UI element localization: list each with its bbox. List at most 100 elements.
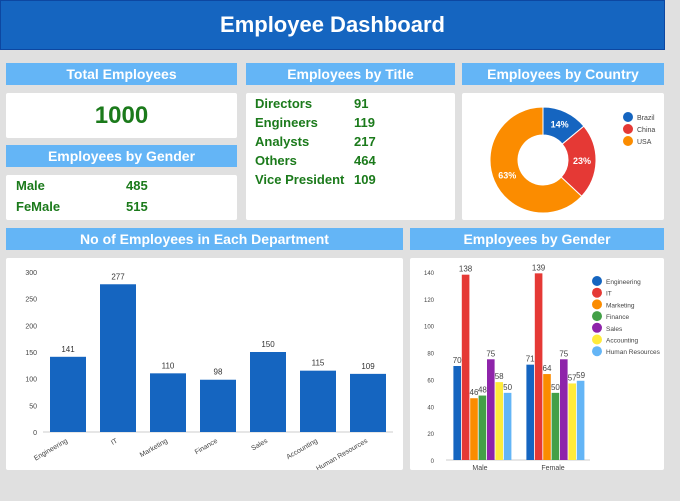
bar-human-resources	[350, 373, 386, 432]
y-tick-label: 150	[25, 350, 37, 357]
bar-female-sales	[560, 359, 568, 460]
bar-female-engineering	[526, 364, 534, 460]
title-value: 217	[354, 134, 376, 149]
title-header: Employees by Title	[246, 63, 455, 85]
title-label: Vice President	[255, 172, 345, 187]
title-label: Analysts	[255, 134, 310, 149]
y-tick-label: 40	[427, 405, 434, 411]
department-header: No of Employees in Each Department	[6, 228, 403, 250]
title-value: 119	[354, 115, 375, 130]
legend-label: Human Resources	[606, 349, 661, 356]
total-employees-value: 1000	[94, 101, 149, 129]
y-tick-label: 300	[25, 270, 37, 277]
data-label: 70	[453, 356, 462, 365]
legend-label: Finance	[606, 314, 630, 321]
bar-male-engineering	[453, 366, 461, 460]
legend-label: Brazil	[637, 115, 655, 122]
data-label: 59	[576, 371, 585, 380]
bar-female-human-resources	[576, 380, 585, 460]
gender-header: Employees by Gender	[6, 145, 237, 167]
country-header: Employees by Country	[462, 63, 664, 85]
bar-female-marketing	[543, 374, 551, 460]
slice-label: 23%	[573, 156, 591, 166]
gender-grouped-bar-chart: 0 20 40 60 80 100 120 140 70 138 46 48 75 58 50 Male 71 1…	[424, 263, 661, 472]
data-label: 46	[470, 388, 479, 397]
data-label: 75	[559, 349, 568, 358]
data-label: 64	[543, 364, 552, 373]
gender-card: Male 485 FeMale 515	[6, 175, 237, 220]
y-tick-label: 140	[424, 271, 435, 277]
legend-swatch	[592, 311, 602, 322]
gender-label: FeMale	[16, 199, 61, 214]
x-tick-label: Marketing	[139, 438, 169, 459]
legend-label: China	[637, 127, 655, 134]
title-value: 109	[354, 172, 376, 187]
data-label: 50	[551, 383, 560, 392]
x-tick-label: Female	[541, 465, 564, 470]
x-tick-label: Finance	[194, 438, 219, 457]
bar-marketing	[150, 373, 186, 432]
x-tick-label: Male	[472, 465, 487, 470]
legend-label: IT	[606, 291, 612, 298]
country-card: 14% Brazil 23% China 63% USA	[462, 93, 664, 220]
x-tick-label: Human Resources	[315, 437, 369, 470]
total-employees-header: Total Employees	[6, 63, 237, 85]
gender-value: 485	[126, 178, 148, 193]
y-tick-label: 80	[427, 352, 434, 358]
data-label: 50	[503, 383, 512, 392]
legend-swatch	[592, 276, 602, 286]
legend-swatch	[592, 334, 602, 345]
slice-label: 63%	[498, 170, 516, 180]
bar-male-human-resources	[503, 392, 512, 460]
legend-swatch	[592, 287, 602, 298]
data-label: 57	[568, 373, 577, 382]
legend-swatch	[592, 299, 602, 310]
bar-male-finance	[478, 395, 487, 460]
data-label: 98	[214, 368, 223, 377]
bar-male-marketing	[470, 398, 478, 460]
data-label: 141	[61, 345, 75, 354]
legend-swatch	[592, 322, 602, 333]
title-label: Others	[255, 153, 297, 168]
bar-female-it	[534, 273, 543, 460]
gender-chart-card: 0 20 40 60 80 100 120 140 70 138 46 48 75 58 50 Male 71 1…	[410, 258, 664, 472]
gender-label: Male	[16, 178, 45, 193]
y-tick-label: 100	[25, 377, 37, 384]
title-label: Engineers	[255, 115, 318, 130]
bar-female-finance	[551, 392, 560, 460]
y-tick-label: 50	[29, 403, 37, 410]
y-tick-label: 250	[25, 297, 37, 304]
legend-label: Sales	[606, 326, 623, 333]
bar-male-it	[461, 274, 470, 460]
title-value: 91	[354, 96, 369, 111]
legend-label: Accounting	[606, 338, 639, 345]
y-tick-label: 200	[25, 323, 37, 330]
gender-value: 515	[126, 199, 148, 214]
y-tick-label: 100	[424, 325, 435, 331]
data-label: 48	[478, 386, 487, 395]
title-label: Directors	[255, 96, 313, 111]
bar-male-accounting	[495, 382, 503, 460]
dashboard-title: Employee Dashboard	[0, 0, 665, 50]
data-label: 75	[486, 349, 495, 358]
x-tick-label: Engineering	[33, 438, 69, 463]
y-tick-label: 0	[33, 430, 37, 437]
country-donut-chart: 14% Brazil 23% China 63% USA	[489, 106, 655, 214]
data-label: 139	[532, 263, 546, 272]
data-label: 277	[111, 272, 125, 281]
legend-swatch	[592, 346, 602, 357]
data-label: 150	[261, 340, 275, 349]
legend-label: Engineering	[606, 279, 641, 286]
slice-label: 14%	[551, 120, 569, 130]
legend-swatch	[623, 136, 633, 146]
bar-female-accounting	[568, 383, 576, 460]
data-label: 109	[361, 362, 375, 371]
data-label: 115	[312, 359, 325, 368]
legend-swatch	[623, 112, 633, 122]
bar-finance	[200, 379, 236, 432]
x-tick-label: Sales	[250, 437, 269, 452]
title-card: Directors 91 Engineers 119 Analysts 217 …	[246, 93, 455, 220]
bar-male-sales	[487, 359, 495, 460]
x-tick-label: Accounting	[286, 438, 320, 461]
legend-label: USA	[637, 139, 652, 146]
